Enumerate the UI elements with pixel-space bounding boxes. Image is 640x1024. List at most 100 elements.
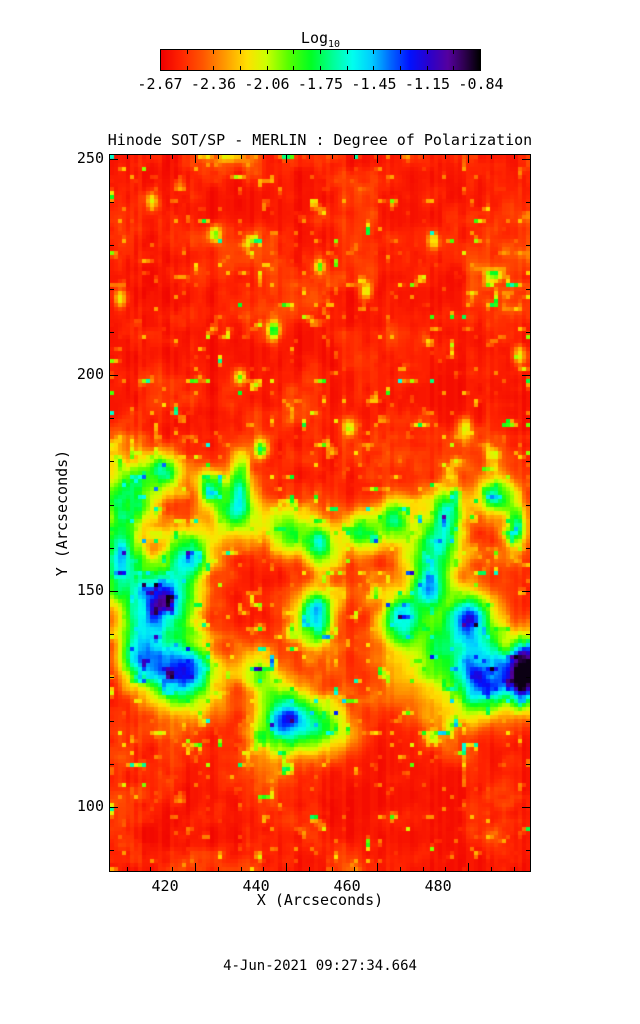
colorbar-tick <box>426 49 428 54</box>
axis-tick <box>263 155 265 159</box>
axis-tick <box>490 155 492 159</box>
axis-tick <box>522 807 530 808</box>
axis-tick <box>308 155 310 159</box>
axis-tick <box>422 155 424 159</box>
axis-tick <box>110 331 114 333</box>
y-tick-label: 100 <box>76 797 104 816</box>
colorbar-tick <box>213 66 215 71</box>
axis-tick <box>468 155 470 163</box>
axis-tick <box>526 418 530 420</box>
axis-tick <box>377 863 379 871</box>
axis-tick <box>377 155 379 163</box>
colorbar-tick <box>400 66 401 71</box>
axis-tick <box>399 155 401 159</box>
colorbar-title: Log10 <box>160 29 481 50</box>
axis-tick <box>526 720 530 722</box>
axis-tick <box>217 867 219 871</box>
colorbar-tick-label: -1.75 <box>297 75 344 93</box>
axis-tick <box>526 245 530 247</box>
colorbar-tick <box>240 66 241 71</box>
colorbar-tick <box>453 49 455 54</box>
axis-tick <box>526 331 530 333</box>
axis-tick <box>468 863 470 871</box>
axis-tick <box>522 591 530 592</box>
colorbar-tick <box>320 66 321 71</box>
axis-tick <box>263 867 265 871</box>
colorbar-tick <box>186 49 188 54</box>
x-axis-label: X (Arcseconds) <box>256 891 384 909</box>
axis-tick <box>110 807 118 808</box>
colorbar-title-text: Log <box>300 29 329 47</box>
colorbar-tick <box>320 49 321 54</box>
axis-tick <box>354 155 356 159</box>
colorbar-tick <box>266 49 268 54</box>
timestamp: 4-Jun-2021 09:27:34.664 <box>223 958 417 974</box>
plot-title: Hinode SOT/SP - MERLIN : Degree of Polar… <box>107 131 533 149</box>
axis-tick <box>126 155 128 159</box>
colorbar-tick-label: -1.15 <box>404 75 451 93</box>
colorbar-tick <box>453 66 455 71</box>
axis-tick <box>110 850 114 852</box>
colorbar-tick <box>480 66 481 71</box>
axis-tick <box>110 461 114 463</box>
axis-tick <box>399 867 401 871</box>
colorbar-tick-label: -0.84 <box>458 75 504 93</box>
axis-tick <box>526 677 530 679</box>
axis-tick <box>526 461 530 463</box>
axis-tick <box>217 155 219 159</box>
axis-tick <box>445 867 447 871</box>
axis-tick <box>522 374 530 376</box>
plot-frame <box>109 154 531 872</box>
colorbar-title-subscript: 10 <box>328 39 341 50</box>
colorbar-tick <box>160 66 161 71</box>
axis-tick <box>149 867 151 871</box>
y-tick-label: 250 <box>76 148 104 167</box>
axis-tick <box>110 374 118 376</box>
axis-tick <box>110 504 114 506</box>
colorbar-tick-label: -1.45 <box>351 75 397 93</box>
axis-tick <box>110 245 114 247</box>
axis-tick <box>513 155 515 159</box>
colorbar-tick <box>426 66 428 71</box>
axis-tick <box>110 763 114 765</box>
axis-tick <box>522 158 530 160</box>
axis-tick <box>110 158 118 160</box>
axis-tick <box>149 155 151 159</box>
axis-tick <box>526 634 530 636</box>
axis-tick <box>286 863 288 871</box>
colorbar-tick <box>186 66 188 71</box>
axis-tick <box>110 634 114 636</box>
colorbar-tick <box>373 66 375 71</box>
colorbar-tick <box>293 66 295 71</box>
x-tick-label: 480 <box>424 877 452 895</box>
axis-tick <box>422 867 424 871</box>
heatmap-canvas <box>110 155 530 871</box>
colorbar-tick <box>400 49 401 54</box>
axis-tick <box>331 155 333 159</box>
colorbar-tick-label: -2.06 <box>244 75 290 93</box>
axis-tick <box>195 155 197 163</box>
y-axis-label: Y (Arcseconds) <box>53 449 71 577</box>
colorbar-tick <box>240 49 241 54</box>
axis-tick <box>286 155 288 163</box>
colorbar-tick-label: -2.36 <box>190 75 237 93</box>
axis-tick <box>526 288 530 290</box>
x-tick-label: 440 <box>242 877 270 895</box>
axis-tick <box>172 867 174 871</box>
y-tick-label: 150 <box>76 580 104 599</box>
axis-tick <box>110 202 114 204</box>
axis-tick <box>526 547 530 549</box>
colorbar-tick <box>213 49 215 54</box>
axis-tick <box>308 867 310 871</box>
colorbar-tick-label: -2.67 <box>137 75 183 93</box>
axis-tick <box>172 155 174 159</box>
axis-tick <box>110 677 114 679</box>
y-tick-label: 200 <box>76 364 104 383</box>
colorbar-tick <box>266 66 268 71</box>
x-tick-label: 460 <box>333 877 361 895</box>
x-tick-label: 420 <box>151 877 179 895</box>
colorbar-tick <box>373 49 375 54</box>
axis-tick <box>490 867 492 871</box>
axis-tick <box>110 591 118 592</box>
